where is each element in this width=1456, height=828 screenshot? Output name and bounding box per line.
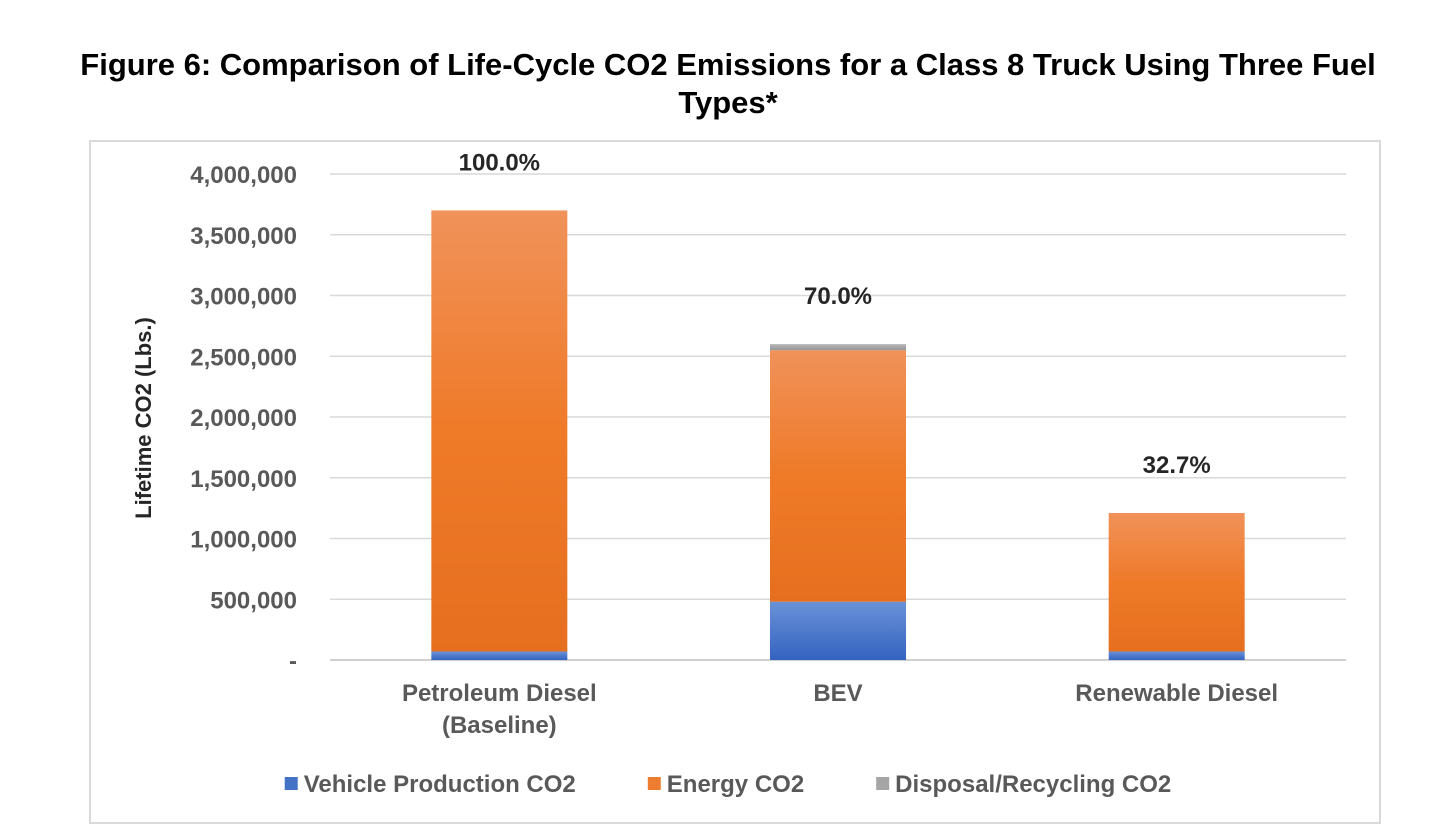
y-tick-label: 3,500,000 <box>190 223 297 250</box>
legend-label: Disposal/Recycling CO2 <box>895 771 1171 798</box>
y-tick-label: 1,500,000 <box>190 466 297 493</box>
y-tick-label: 500,000 <box>210 587 297 614</box>
legend-swatch <box>647 777 661 790</box>
data-label-percent: 100.0% <box>459 149 540 176</box>
data-label-percent: 32.7% <box>1143 452 1211 479</box>
legend-label: Energy CO2 <box>667 771 804 798</box>
y-tick-label: 4,000,000 <box>190 162 297 189</box>
x-category-label: Renewable Diesel <box>1075 680 1278 707</box>
y-tick-label: 2,000,000 <box>190 405 297 432</box>
x-axis-labels: Petroleum Diesel (Baseline) BEV Renewable D… <box>402 680 1278 739</box>
legend-label: Vehicle Production CO2 <box>304 771 576 798</box>
legend-item: Energy CO2 <box>647 771 804 798</box>
y-tick-label: 1,000,000 <box>190 527 297 554</box>
bars <box>431 210 1245 660</box>
bar-segment-vehicle-production-co2 <box>770 601 906 660</box>
data-labels: 100.0% 70.0% 32.7% <box>459 149 1211 479</box>
chart-title-line-2: Types* <box>678 85 778 120</box>
legend: Vehicle Production CO2 Energy CO2 Disposal… <box>284 771 1171 798</box>
bar-segment-disposal-recycling-co2 <box>770 344 906 351</box>
chart-title: Figure 6: Comparison of Life-Cycle CO2 E… <box>0 46 1456 122</box>
bar-segment-vehicle-production-co2 <box>431 651 568 660</box>
data-label-percent: 70.0% <box>804 283 872 310</box>
bar-segment-energy-co2 <box>770 350 906 602</box>
bar-segment-energy-co2 <box>431 210 568 652</box>
x-category-label: Petroleum Diesel <box>402 680 597 707</box>
y-tick-label: - <box>289 648 297 675</box>
legend-item: Disposal/Recycling CO2 <box>876 771 1171 798</box>
bar-segment-vehicle-production-co2 <box>1108 651 1245 660</box>
x-category-label: (Baseline) <box>442 712 557 739</box>
y-tick-label: 3,000,000 <box>190 284 297 311</box>
chart-title-line-1: Figure 6: Comparison of Life-Cycle CO2 E… <box>80 47 1376 82</box>
bar-segment-energy-co2 <box>1108 512 1245 652</box>
legend-swatch <box>876 777 890 790</box>
x-category-label: BEV <box>813 680 862 707</box>
y-tick-label: 2,500,000 <box>190 344 297 371</box>
y-axis-label: Lifetime CO2 (Lbs.) <box>131 317 156 519</box>
chart-area-border <box>89 140 1381 824</box>
legend-swatch <box>284 777 298 790</box>
y-axis-ticks: - 500,000 1,000,000 1,500,000 2,000,000 2,500… <box>190 162 297 675</box>
legend-item: Vehicle Production CO2 <box>284 771 576 798</box>
